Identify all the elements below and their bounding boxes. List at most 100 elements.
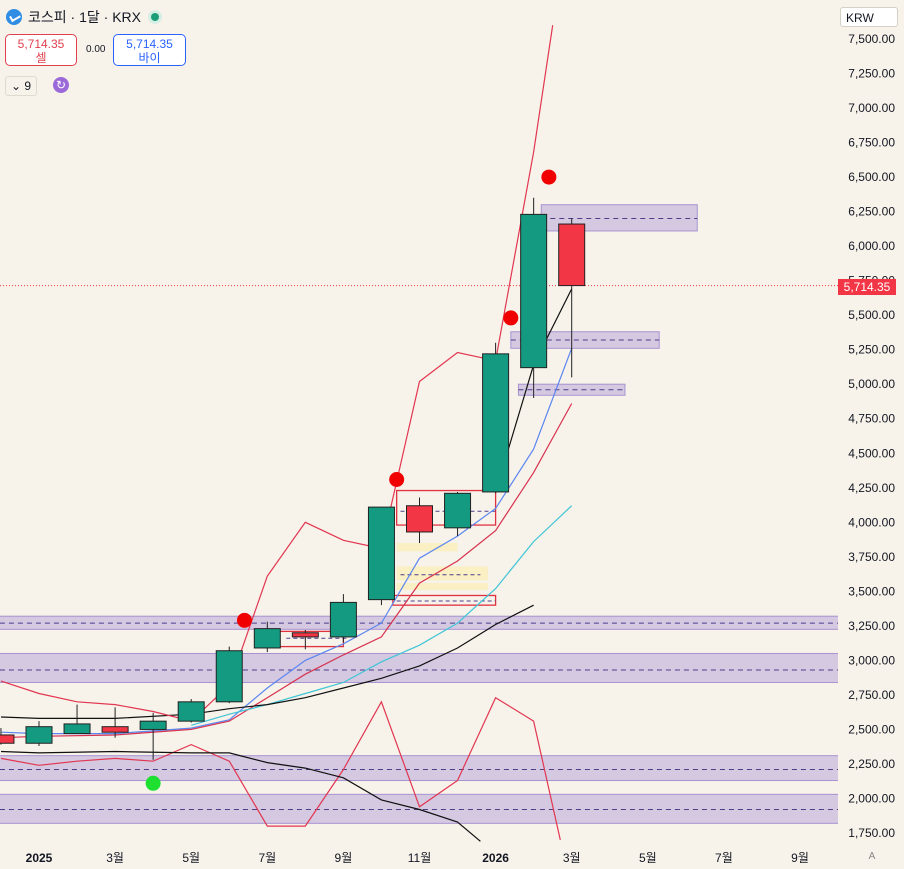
candle-body <box>329 601 357 638</box>
auto-scale-button[interactable]: A <box>868 851 876 862</box>
indicator-line-6 <box>0 750 481 842</box>
x-tick-label: 7월 <box>258 851 276 865</box>
candle[interactable] <box>63 704 91 735</box>
spread-value: 0.00 <box>86 44 106 55</box>
candle-body <box>139 720 167 730</box>
indicator-line-4 <box>0 25 554 722</box>
candle[interactable] <box>253 621 281 653</box>
y-tick-label: 3,250.00 <box>848 619 895 633</box>
indicator-line-2 <box>191 505 573 726</box>
candle[interactable] <box>558 218 586 378</box>
y-tick-label: 6,750.00 <box>848 136 895 150</box>
candle-body <box>63 723 91 735</box>
candle[interactable] <box>215 646 243 704</box>
candle-body <box>520 213 548 369</box>
candle[interactable] <box>406 497 433 544</box>
order-block-box-1 <box>392 594 497 606</box>
candle[interactable] <box>329 594 357 643</box>
chevron-down-icon: ⌄ <box>10 79 22 93</box>
y-tick-label: 6,000.00 <box>848 239 895 253</box>
x-tick-label: 5월 <box>639 851 657 865</box>
indicator-toggle[interactable]: ⌄ 9 <box>5 76 37 96</box>
buy-label: 바이 <box>138 51 161 65</box>
currency-selector[interactable]: KRW <box>840 7 898 27</box>
candle-body <box>291 632 319 638</box>
plot-layer <box>0 25 838 842</box>
y-tick-label: 2,250.00 <box>848 757 895 771</box>
y-tick-label: 6,250.00 <box>848 205 895 219</box>
y-tick-label: 1,750.00 <box>848 826 895 840</box>
price-zone-0 <box>0 793 838 824</box>
price-zone-3 <box>0 615 838 630</box>
yellow-zone-0 <box>396 566 488 581</box>
y-tick-label: 6,500.00 <box>848 170 895 184</box>
x-tick-label: 3월 <box>106 851 124 865</box>
x-tick-label: 11월 <box>408 851 432 865</box>
candle-body <box>367 506 395 601</box>
indicator-line-1 <box>0 403 573 739</box>
x-tick-label: 9월 <box>335 851 353 865</box>
indicator-count: 9 <box>24 79 32 93</box>
candle-body <box>25 726 53 744</box>
price-zone-2 <box>0 652 838 683</box>
candle[interactable] <box>482 342 510 494</box>
candle-body <box>482 353 510 493</box>
chart-header: 코스피 · 1달 · KRX <box>6 7 159 27</box>
kospi-logo-icon <box>6 9 22 25</box>
sell-price: 5,714.35 <box>17 37 65 51</box>
buy-price: 5,714.35 <box>126 37 173 51</box>
refresh-icon[interactable]: ↻ <box>53 77 69 93</box>
y-tick-label: 2,500.00 <box>848 722 895 736</box>
candle-body <box>558 223 586 287</box>
candle[interactable] <box>177 699 205 723</box>
x-tick-label: 9월 <box>791 851 809 865</box>
candle-body <box>177 701 205 722</box>
candle[interactable] <box>139 712 167 760</box>
y-tick-label: 5,000.00 <box>848 377 895 391</box>
y-tick-label: 7,250.00 <box>848 67 895 81</box>
candle-body <box>444 492 472 529</box>
candle-body <box>101 726 129 733</box>
y-tick-label: 4,250.00 <box>848 481 895 495</box>
buy-button[interactable]: 5,714.35 바이 <box>113 34 186 66</box>
y-tick-label: 7,500.00 <box>848 32 895 46</box>
indicator-line-5 <box>0 696 561 841</box>
y-tick-label: 3,000.00 <box>848 653 895 667</box>
candle[interactable] <box>520 197 548 399</box>
candle[interactable] <box>444 491 472 537</box>
x-tick-label: 2026 <box>482 851 509 865</box>
x-tick-label: 7월 <box>715 851 733 865</box>
candle-body <box>215 650 243 703</box>
x-tick-label: 5월 <box>182 851 200 865</box>
y-tick-label: 4,750.00 <box>848 412 895 426</box>
last-price-label: 5,714.35 <box>838 279 896 295</box>
y-tick-label: 7,000.00 <box>848 101 895 115</box>
x-tick-label: 3월 <box>563 851 581 865</box>
candle[interactable] <box>367 506 395 606</box>
candle[interactable] <box>0 728 15 745</box>
market-status-icon <box>150 13 159 21</box>
y-tick-label: 3,750.00 <box>848 550 895 564</box>
chart-title: 코스피 · 1달 · KRX <box>28 9 141 25</box>
y-tick-label: 3,500.00 <box>848 584 895 598</box>
y-tick-label: 4,500.00 <box>848 446 895 460</box>
signal-dot-3 <box>541 169 557 185</box>
signal-dot-0 <box>236 612 252 628</box>
signal-dot-4 <box>145 775 161 791</box>
y-tick-label: 2,750.00 <box>848 688 895 702</box>
signal-dot-2 <box>503 310 519 326</box>
candle-body <box>253 628 281 649</box>
y-tick-label: 5,500.00 <box>848 308 895 322</box>
sell-button[interactable]: 5,714.35 셀 <box>5 34 77 66</box>
y-tick-label: 4,000.00 <box>848 515 895 529</box>
x-tick-label: 2025 <box>26 851 53 865</box>
candle-body <box>406 505 433 533</box>
candle[interactable] <box>25 721 53 747</box>
candle[interactable] <box>291 630 319 650</box>
sell-label: 셀 <box>35 51 47 65</box>
candle[interactable] <box>101 707 129 738</box>
signal-dot-1 <box>389 471 405 487</box>
candle-body <box>0 734 15 744</box>
y-tick-label: 2,000.00 <box>848 791 895 805</box>
